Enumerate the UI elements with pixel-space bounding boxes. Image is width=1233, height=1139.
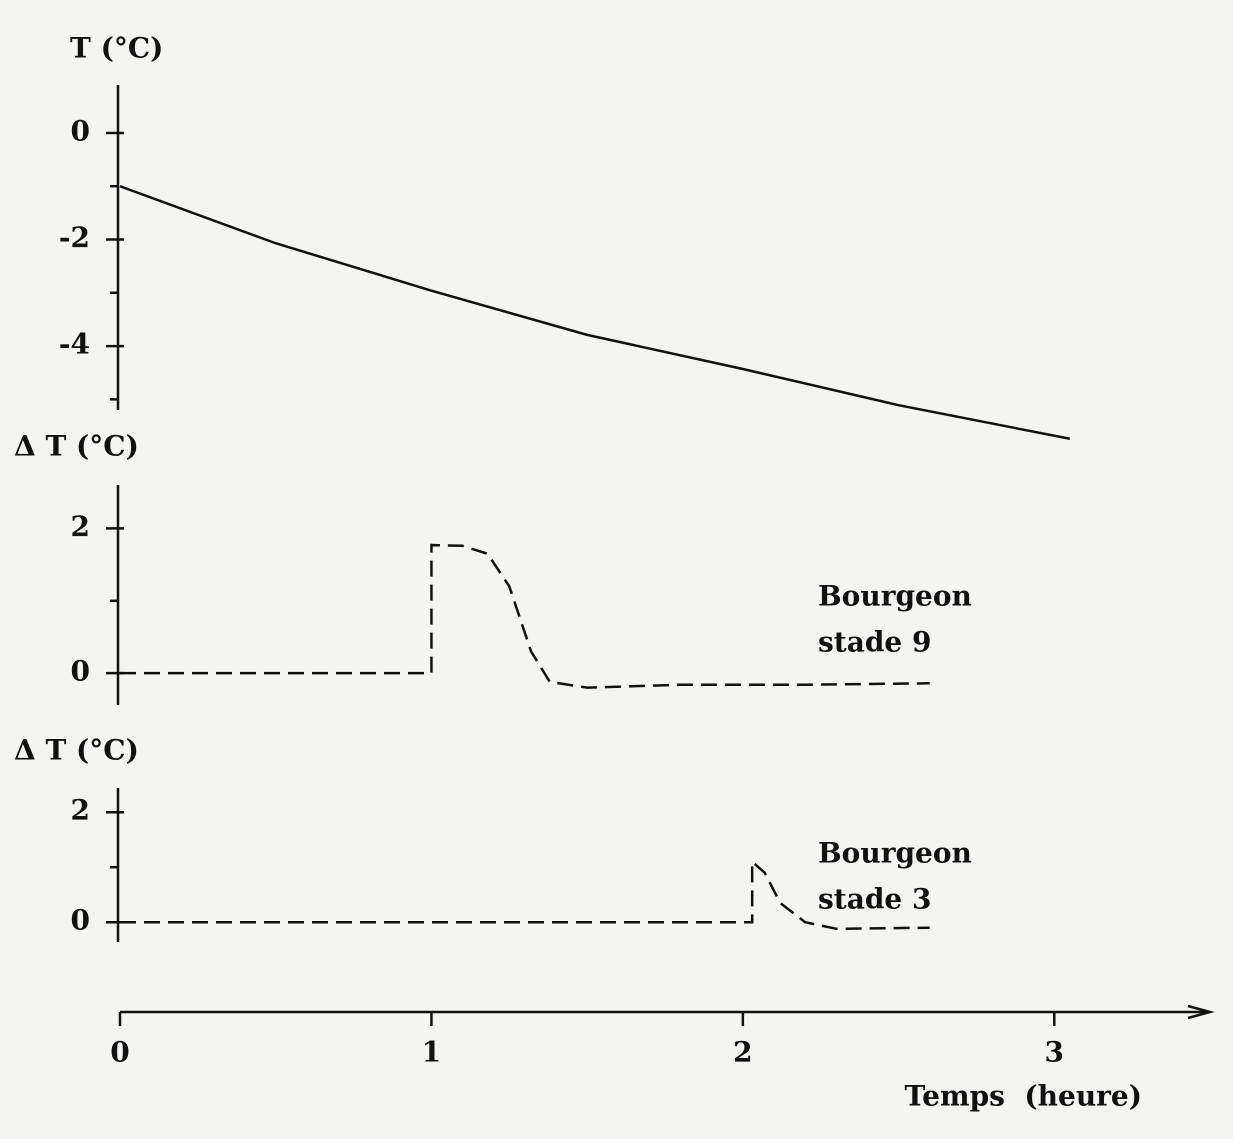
- y-tick-label: 2: [71, 510, 90, 543]
- y-axis-label: Δ T (°C): [14, 734, 139, 767]
- x-tick-label: 3: [1045, 1036, 1064, 1069]
- y-axis-label: T (°C): [70, 32, 163, 65]
- data-line: [120, 543, 930, 689]
- annotation: Bourgeon: [818, 580, 972, 613]
- data-line: [120, 858, 930, 931]
- data-line: [119, 185, 1071, 440]
- y-tick-label: 0: [71, 655, 90, 688]
- x-tick-label: 1: [422, 1036, 441, 1069]
- y-tick-label: 0: [71, 904, 90, 937]
- y-tick-label: 0: [71, 114, 90, 147]
- y-tick-label: -4: [59, 328, 90, 361]
- x-tick-label: 0: [110, 1036, 129, 1069]
- y-tick-label: 2: [71, 794, 90, 827]
- y-axis-label: Δ T (°C): [14, 430, 139, 463]
- annotation: Bourgeon: [818, 837, 972, 870]
- y-tick-label: -2: [59, 221, 90, 254]
- annotation: stade 9: [818, 626, 931, 659]
- x-tick-label: 2: [733, 1036, 752, 1069]
- x-axis-arrow: [1187, 1004, 1215, 1020]
- annotation: stade 3: [818, 883, 931, 916]
- x-axis-label: Temps (heure): [905, 1080, 1143, 1113]
